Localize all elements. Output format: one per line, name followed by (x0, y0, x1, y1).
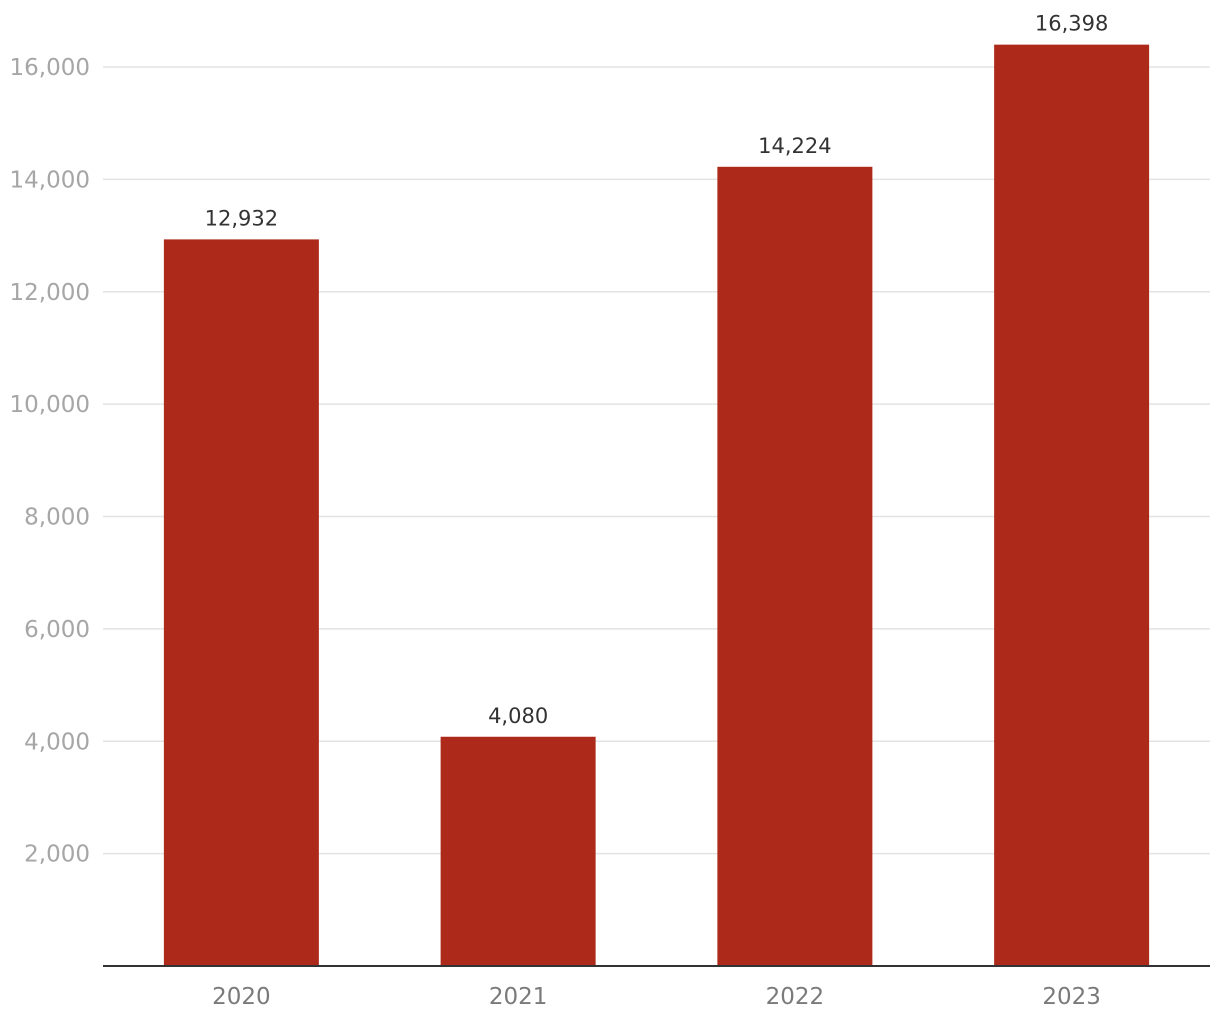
y-axis-ticks: 2,000 4,000 6,000 8,000 10,000 12,000 14,000 16… (10, 55, 90, 868)
data-labels: 12,932 4,080 14,224 16,398 (205, 12, 1109, 728)
y-tick-label: 12,000 (10, 280, 90, 306)
y-tick-label: 6,000 (24, 617, 90, 643)
x-tick-label: 2022 (766, 984, 825, 1010)
x-tick-label: 2023 (1042, 984, 1101, 1010)
bars (163, 44, 1150, 967)
y-tick-label: 16,000 (10, 55, 90, 81)
bar-2021 (440, 736, 596, 966)
y-tick-label: 10,000 (10, 392, 90, 418)
data-label: 4,080 (488, 704, 548, 728)
x-tick-label: 2020 (212, 984, 271, 1010)
y-tick-label: 14,000 (10, 167, 90, 193)
x-axis-ticks: 2020 2021 2022 2023 (212, 984, 1101, 1010)
y-tick-label: 8,000 (24, 505, 90, 531)
bar-2020 (163, 239, 319, 967)
data-label: 14,224 (758, 134, 831, 158)
bar-2023 (994, 44, 1150, 966)
data-label: 12,932 (205, 206, 278, 230)
data-label: 16,398 (1035, 12, 1108, 36)
y-tick-label: 4,000 (24, 729, 90, 755)
x-tick-label: 2021 (489, 984, 548, 1010)
y-tick-label: 2,000 (24, 842, 90, 868)
bar-2022 (717, 166, 873, 966)
